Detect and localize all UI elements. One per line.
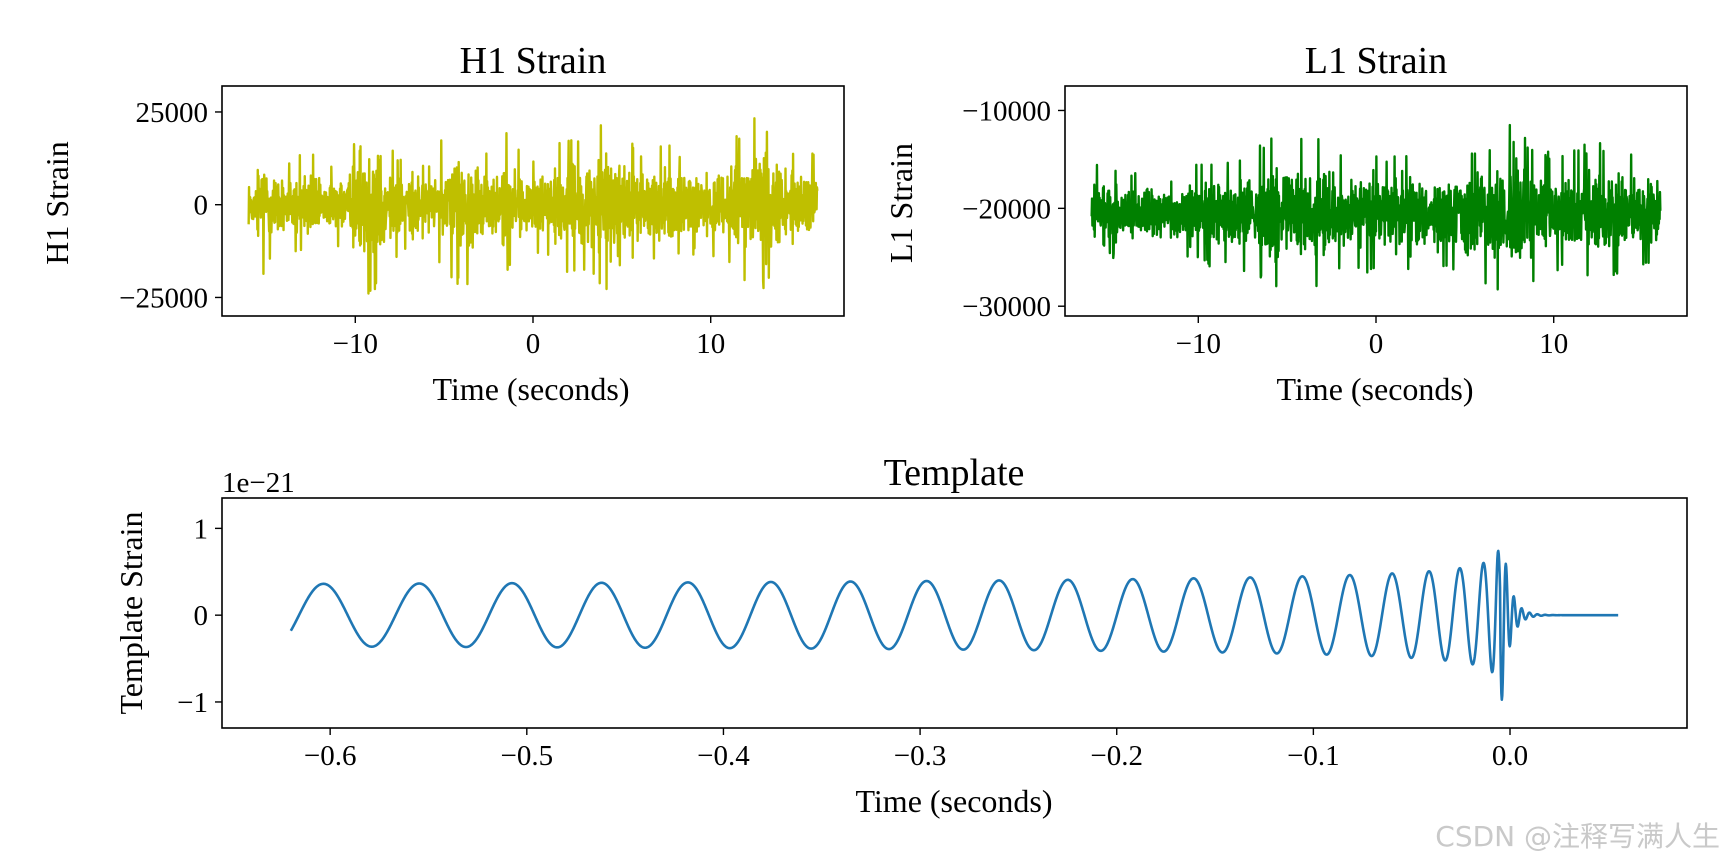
x-tick-label: −10 — [1176, 328, 1221, 360]
y-tick-label: −10000 — [962, 95, 1051, 127]
x-tick-label: 0 — [1369, 328, 1384, 360]
panel-l1: L1 Strain L1 Strain Time (seconds) −10 0 1… — [883, 40, 1687, 407]
y-tick-label: −1 — [177, 687, 208, 719]
y-tick-label: −20000 — [962, 193, 1051, 225]
x-tick-label: −0.2 — [1090, 740, 1143, 772]
panel-h1: H1 Strain H1 Strain Time (seconds) −10 0 1… — [39, 40, 844, 407]
y-tick-label: 1 — [194, 513, 209, 545]
x-tick-label: −0.1 — [1287, 740, 1340, 772]
x-tick-label: −10 — [333, 328, 378, 360]
x-tick-label: −0.5 — [500, 740, 553, 772]
l1-xlabel: Time (seconds) — [1276, 371, 1473, 407]
template-offset-label: 1e−21 — [222, 467, 295, 499]
watermark: CSDN @注释写满人生 — [1435, 820, 1720, 853]
template-title: Template — [884, 452, 1025, 494]
x-tick-label: 0.0 — [1492, 740, 1528, 772]
template-waveform-series — [291, 551, 1618, 700]
h1-ylabel: H1 Strain — [39, 141, 75, 265]
x-tick-label: 10 — [696, 328, 725, 360]
x-tick-label: 10 — [1539, 328, 1568, 360]
y-tick-label: 0 — [194, 600, 209, 632]
h1-title: H1 Strain — [460, 40, 607, 82]
x-tick-label: −0.4 — [697, 740, 750, 772]
h1-strain-series — [249, 118, 818, 293]
y-tick-label: 25000 — [136, 97, 209, 129]
x-tick-label: 0 — [526, 328, 541, 360]
h1-xlabel: Time (seconds) — [432, 371, 629, 407]
y-tick-label: −25000 — [119, 282, 208, 314]
y-tick-label: 0 — [194, 190, 209, 222]
x-tick-label: −0.3 — [894, 740, 947, 772]
template-ylabel: Template Strain — [113, 511, 149, 714]
l1-ylabel: L1 Strain — [883, 143, 919, 263]
l1-title: L1 Strain — [1305, 40, 1447, 82]
l1-strain-series — [1092, 125, 1661, 289]
y-tick-label: −30000 — [962, 291, 1051, 323]
template-xlabel: Time (seconds) — [855, 783, 1052, 819]
panel-template: Template 1e−21 Template Strain Time (sec… — [113, 452, 1687, 819]
x-tick-label: −0.6 — [304, 740, 357, 772]
